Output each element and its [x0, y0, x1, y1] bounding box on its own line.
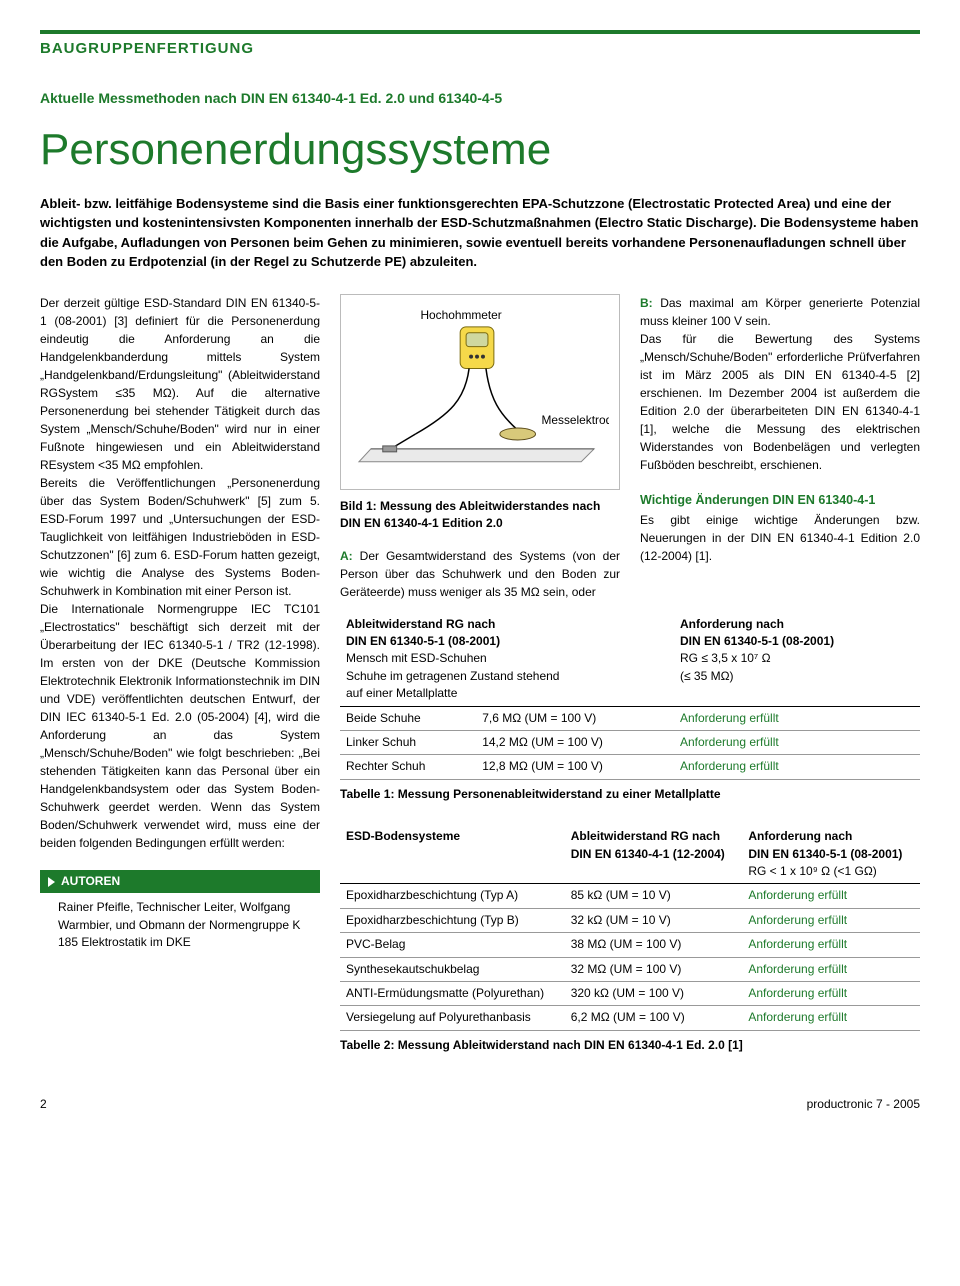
- right-section-head: Wichtige Änderungen DIN EN 61340-4-1: [640, 491, 920, 509]
- figure-1: Hochohmmeter Messelektrode: [340, 294, 620, 490]
- table-1: Ableitwiderstand RG nach DIN EN 61340-5-…: [340, 613, 920, 780]
- label-A: A:: [340, 549, 353, 563]
- t1-head-right: Anforderung nach DIN EN 61340-5-1 (08-20…: [674, 613, 920, 706]
- left-p3: Die Internationale Normengruppe IEC TC10…: [40, 600, 320, 852]
- lead-paragraph: Ableit- bzw. leitfähige Bodensysteme sin…: [40, 194, 920, 272]
- authors-head: AUTOREN: [40, 870, 320, 893]
- category-label: BAUGRUPPENFERTIGUNG: [40, 38, 920, 60]
- column-right: B: Das maximal am Körper generierte Pote…: [640, 294, 920, 601]
- fig1-label-top: Hochohmmeter: [420, 308, 501, 322]
- table-row: Beide Schuhe 7,6 MΩ (UM = 100 V) Anforde…: [340, 706, 920, 730]
- authors-head-label: AUTOREN: [61, 873, 120, 890]
- table-row: Linker Schuh 14,2 MΩ (UM = 100 V) Anford…: [340, 731, 920, 755]
- column-left: Der derzeit gültige ESD-Standard DIN EN …: [40, 294, 320, 1064]
- page-number: 2: [40, 1096, 47, 1113]
- mid-pA-text: Der Gesamtwiderstand des Systems (von de…: [340, 549, 620, 599]
- right-p1: Das für die Bewertung des Systems „Mensc…: [640, 330, 920, 474]
- table-row: Rechter Schuh 12,8 MΩ (UM = 100 V) Anfor…: [340, 755, 920, 779]
- right-pB-text: Das maximal am Körper generierte Potenzi…: [640, 296, 920, 328]
- left-p1: Der derzeit gültige ESD-Standard DIN EN …: [40, 294, 320, 474]
- authors-block: AUTOREN Rainer Pfeifle, Technischer Leit…: [40, 870, 320, 956]
- table-row: Versiegelung auf Polyurethanbasis6,2 MΩ …: [340, 1006, 920, 1030]
- table-2-wrap: ESD-Bodensysteme Ableitwiderstand RG nac…: [340, 825, 920, 1064]
- mid-pA: A: Der Gesamtwiderstand des Systems (von…: [340, 547, 620, 601]
- t2-body: Epoxidharzbeschichtung (Typ A)85 kΩ (UM …: [340, 884, 920, 1030]
- table-row: ANTI-Ermüdungsmatte (Polyurethan)320 kΩ …: [340, 981, 920, 1005]
- figure-1-caption: Bild 1: Messung des Ableitwiderstandes n…: [340, 498, 620, 533]
- top-rule: [40, 30, 920, 34]
- content-columns: Der derzeit gültige ESD-Standard DIN EN …: [40, 294, 920, 1064]
- t2-head-c3: Anforderung nach DIN EN 61340-5-1 (08-20…: [742, 825, 920, 884]
- table-row: Synthesekautschukbelag32 MΩ (UM = 100 V)…: [340, 957, 920, 981]
- right-pB: B: Das maximal am Körper generierte Pote…: [640, 294, 920, 330]
- column-middle: Hochohmmeter Messelektrode: [340, 294, 620, 601]
- column-mid-right-wrap: Hochohmmeter Messelektrode: [340, 294, 920, 1064]
- table-2-caption: Tabelle 2: Messung Ableitwiderstand nach…: [340, 1037, 920, 1054]
- table-1-caption: Tabelle 1: Messung Personenableitwiderst…: [340, 786, 920, 803]
- right-p2: Es gibt einige wichtige Änderungen bzw. …: [640, 511, 920, 565]
- authors-body: Rainer Pfeifle, Technischer Leiter, Wolf…: [40, 893, 320, 955]
- figure-1-svg: Hochohmmeter Messelektrode: [351, 305, 609, 474]
- t1-body: Beide Schuhe 7,6 MΩ (UM = 100 V) Anforde…: [340, 706, 920, 779]
- page-footer: 2 productronic 7 - 2005: [40, 1096, 920, 1113]
- t1-head-left: Ableitwiderstand RG nach DIN EN 61340-5-…: [340, 613, 674, 706]
- t2-head-c1: ESD-Bodensysteme: [340, 825, 565, 884]
- fig1-label-right: Messelektrode: [542, 413, 609, 427]
- triangle-icon: [48, 877, 55, 887]
- table-1-wrap: Ableitwiderstand RG nach DIN EN 61340-5-…: [340, 613, 920, 814]
- t2-head-c2: Ableitwiderstand RG nach DIN EN 61340-4-…: [565, 825, 743, 884]
- table-row: Epoxidharzbeschichtung (Typ A)85 kΩ (UM …: [340, 884, 920, 908]
- table-row: PVC-Belag38 MΩ (UM = 100 V)Anforderung e…: [340, 933, 920, 957]
- left-p2: Bereits die Veröffentlichungen „Personen…: [40, 474, 320, 600]
- table-2: ESD-Bodensysteme Ableitwiderstand RG nac…: [340, 825, 920, 1031]
- label-B: B:: [640, 296, 653, 310]
- article-title: Personenerdungssysteme: [40, 118, 920, 182]
- table-row: Epoxidharzbeschichtung (Typ B)32 kΩ (UM …: [340, 908, 920, 932]
- article-subtitle: Aktuelle Messmethoden nach DIN EN 61340-…: [40, 88, 920, 108]
- issue-label: productronic 7 - 2005: [807, 1096, 920, 1113]
